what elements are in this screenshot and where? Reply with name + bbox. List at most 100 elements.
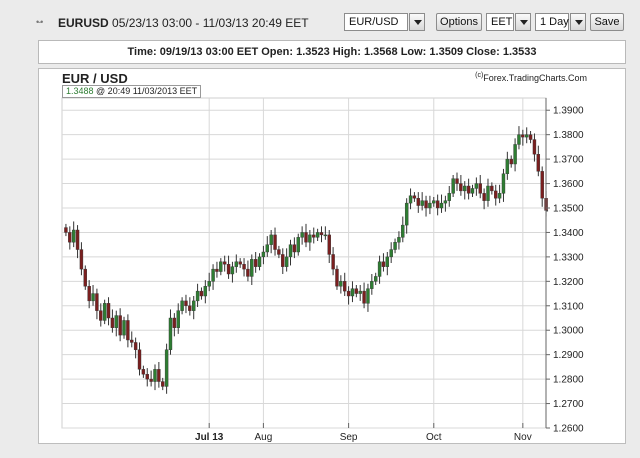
candle-body [83, 268, 87, 287]
y-tick-label: 1.3900 [553, 106, 584, 117]
candle-body [164, 349, 169, 387]
options-button[interactable]: Options [436, 13, 482, 31]
pair-dropdown-arrow-icon[interactable] [409, 13, 425, 31]
candle-body [188, 305, 192, 311]
candle-body [203, 286, 208, 297]
y-tick-label: 1.3500 [553, 204, 584, 215]
candle-body [312, 234, 316, 238]
candle-body [172, 317, 177, 328]
candle-body [277, 249, 281, 255]
candle-body [91, 293, 95, 302]
candle-body [273, 234, 277, 250]
candle-body [404, 202, 409, 226]
interval-select[interactable]: 1 Day [535, 13, 569, 31]
credit-text: Forex.TradingCharts.Com [483, 73, 587, 83]
candle-body [370, 281, 374, 289]
low-value: 1.3509 [429, 46, 464, 58]
candle-body [288, 244, 293, 258]
open-label: Open: [261, 46, 294, 58]
timezone-select[interactable]: EET [486, 13, 514, 31]
y-tick-label: 1.3300 [553, 252, 584, 263]
close-value: 1.3533 [502, 46, 537, 58]
candle-body [474, 183, 479, 189]
candle-body [126, 320, 130, 341]
candle-body [385, 256, 390, 267]
candle-body [300, 232, 304, 238]
candles [64, 126, 549, 394]
candle-body [470, 188, 475, 194]
x-tick-label: Aug [255, 432, 273, 443]
candle-body [540, 171, 544, 199]
candle-body [71, 229, 76, 243]
candle-body [486, 185, 490, 201]
candle-body [230, 266, 235, 275]
candle-body [424, 200, 428, 209]
candle-body [416, 198, 420, 206]
drag-grip-icon[interactable]: •-• [36, 17, 43, 27]
price-chart[interactable]: 1.2600 1.2700 1.2800 1.2900 1.3000 1.3100 1.32… [61, 97, 584, 443]
timezone-dropdown-arrow-icon[interactable] [515, 13, 531, 31]
candle-body [87, 286, 91, 302]
plot-frame [61, 97, 547, 429]
candle-body [215, 268, 219, 272]
candle-body [261, 251, 266, 258]
candle-body [354, 288, 359, 294]
candle-body [435, 200, 440, 209]
candle-body [343, 281, 347, 292]
candle-body [397, 237, 401, 243]
candle-body [490, 185, 494, 192]
candle-body [253, 259, 258, 267]
candle-body [79, 249, 84, 270]
y-tick-label: 1.3700 [553, 155, 584, 166]
grid-lines [61, 97, 547, 429]
candle-body [68, 232, 72, 243]
candle-body [509, 158, 513, 165]
candle-body [528, 134, 533, 140]
candle-body [455, 178, 459, 184]
last-price-box: 1.3488 @ 20:49 11/03/2013 EET [62, 85, 202, 98]
y-tick-label: 1.3400 [553, 228, 584, 239]
candle-body [257, 256, 262, 267]
open-value: 1.3523 [296, 46, 330, 58]
candle-body [420, 200, 424, 206]
y-tick-label: 1.3100 [553, 301, 584, 312]
y-tick-label: 1.2800 [553, 375, 584, 386]
candle-body [180, 300, 184, 311]
candle-body [366, 288, 370, 304]
date-range-label: 05/23/13 03:00 - 11/03/13 20:49 EET [112, 16, 309, 30]
candle-body [75, 229, 80, 250]
last-price-time: @ 20:49 11/03/2013 EET [96, 86, 198, 96]
candle-body [443, 200, 448, 204]
candle-body [432, 200, 436, 204]
candle-body [393, 242, 397, 250]
candle-body [358, 290, 362, 294]
candle-body [428, 202, 432, 209]
candle-body [226, 264, 231, 275]
candle-body [137, 349, 142, 370]
candle-body [234, 261, 239, 267]
candle-body [323, 234, 328, 237]
candle-body [408, 195, 413, 204]
candle-body [141, 369, 146, 375]
candle-body [157, 369, 161, 382]
y-tick-label: 1.2600 [553, 424, 584, 435]
chart-title: EUR / USD [62, 71, 128, 86]
save-button[interactable]: Save [590, 13, 624, 31]
y-tick-label: 1.3200 [553, 277, 584, 288]
chart-header: EURUSD 05/23/13 03:00 - 11/03/13 20:49 E… [58, 16, 309, 30]
candle-body [110, 317, 115, 328]
candle-body [102, 303, 107, 321]
y-axis: 1.2600 1.2700 1.2800 1.2900 1.3000 1.3100 1.32… [545, 98, 584, 435]
candle-body [451, 178, 455, 194]
x-tick-label: Oct [426, 432, 442, 443]
candle-body [238, 261, 242, 265]
candle-body [133, 342, 138, 350]
candle-body [505, 158, 510, 174]
pair-select[interactable]: EUR/USD [344, 13, 408, 31]
candle-body [401, 224, 405, 238]
candle-body [331, 254, 335, 270]
candle-body [494, 190, 498, 199]
candle-body [207, 281, 211, 287]
candle-body [222, 261, 227, 265]
interval-dropdown-arrow-icon[interactable] [570, 13, 586, 31]
